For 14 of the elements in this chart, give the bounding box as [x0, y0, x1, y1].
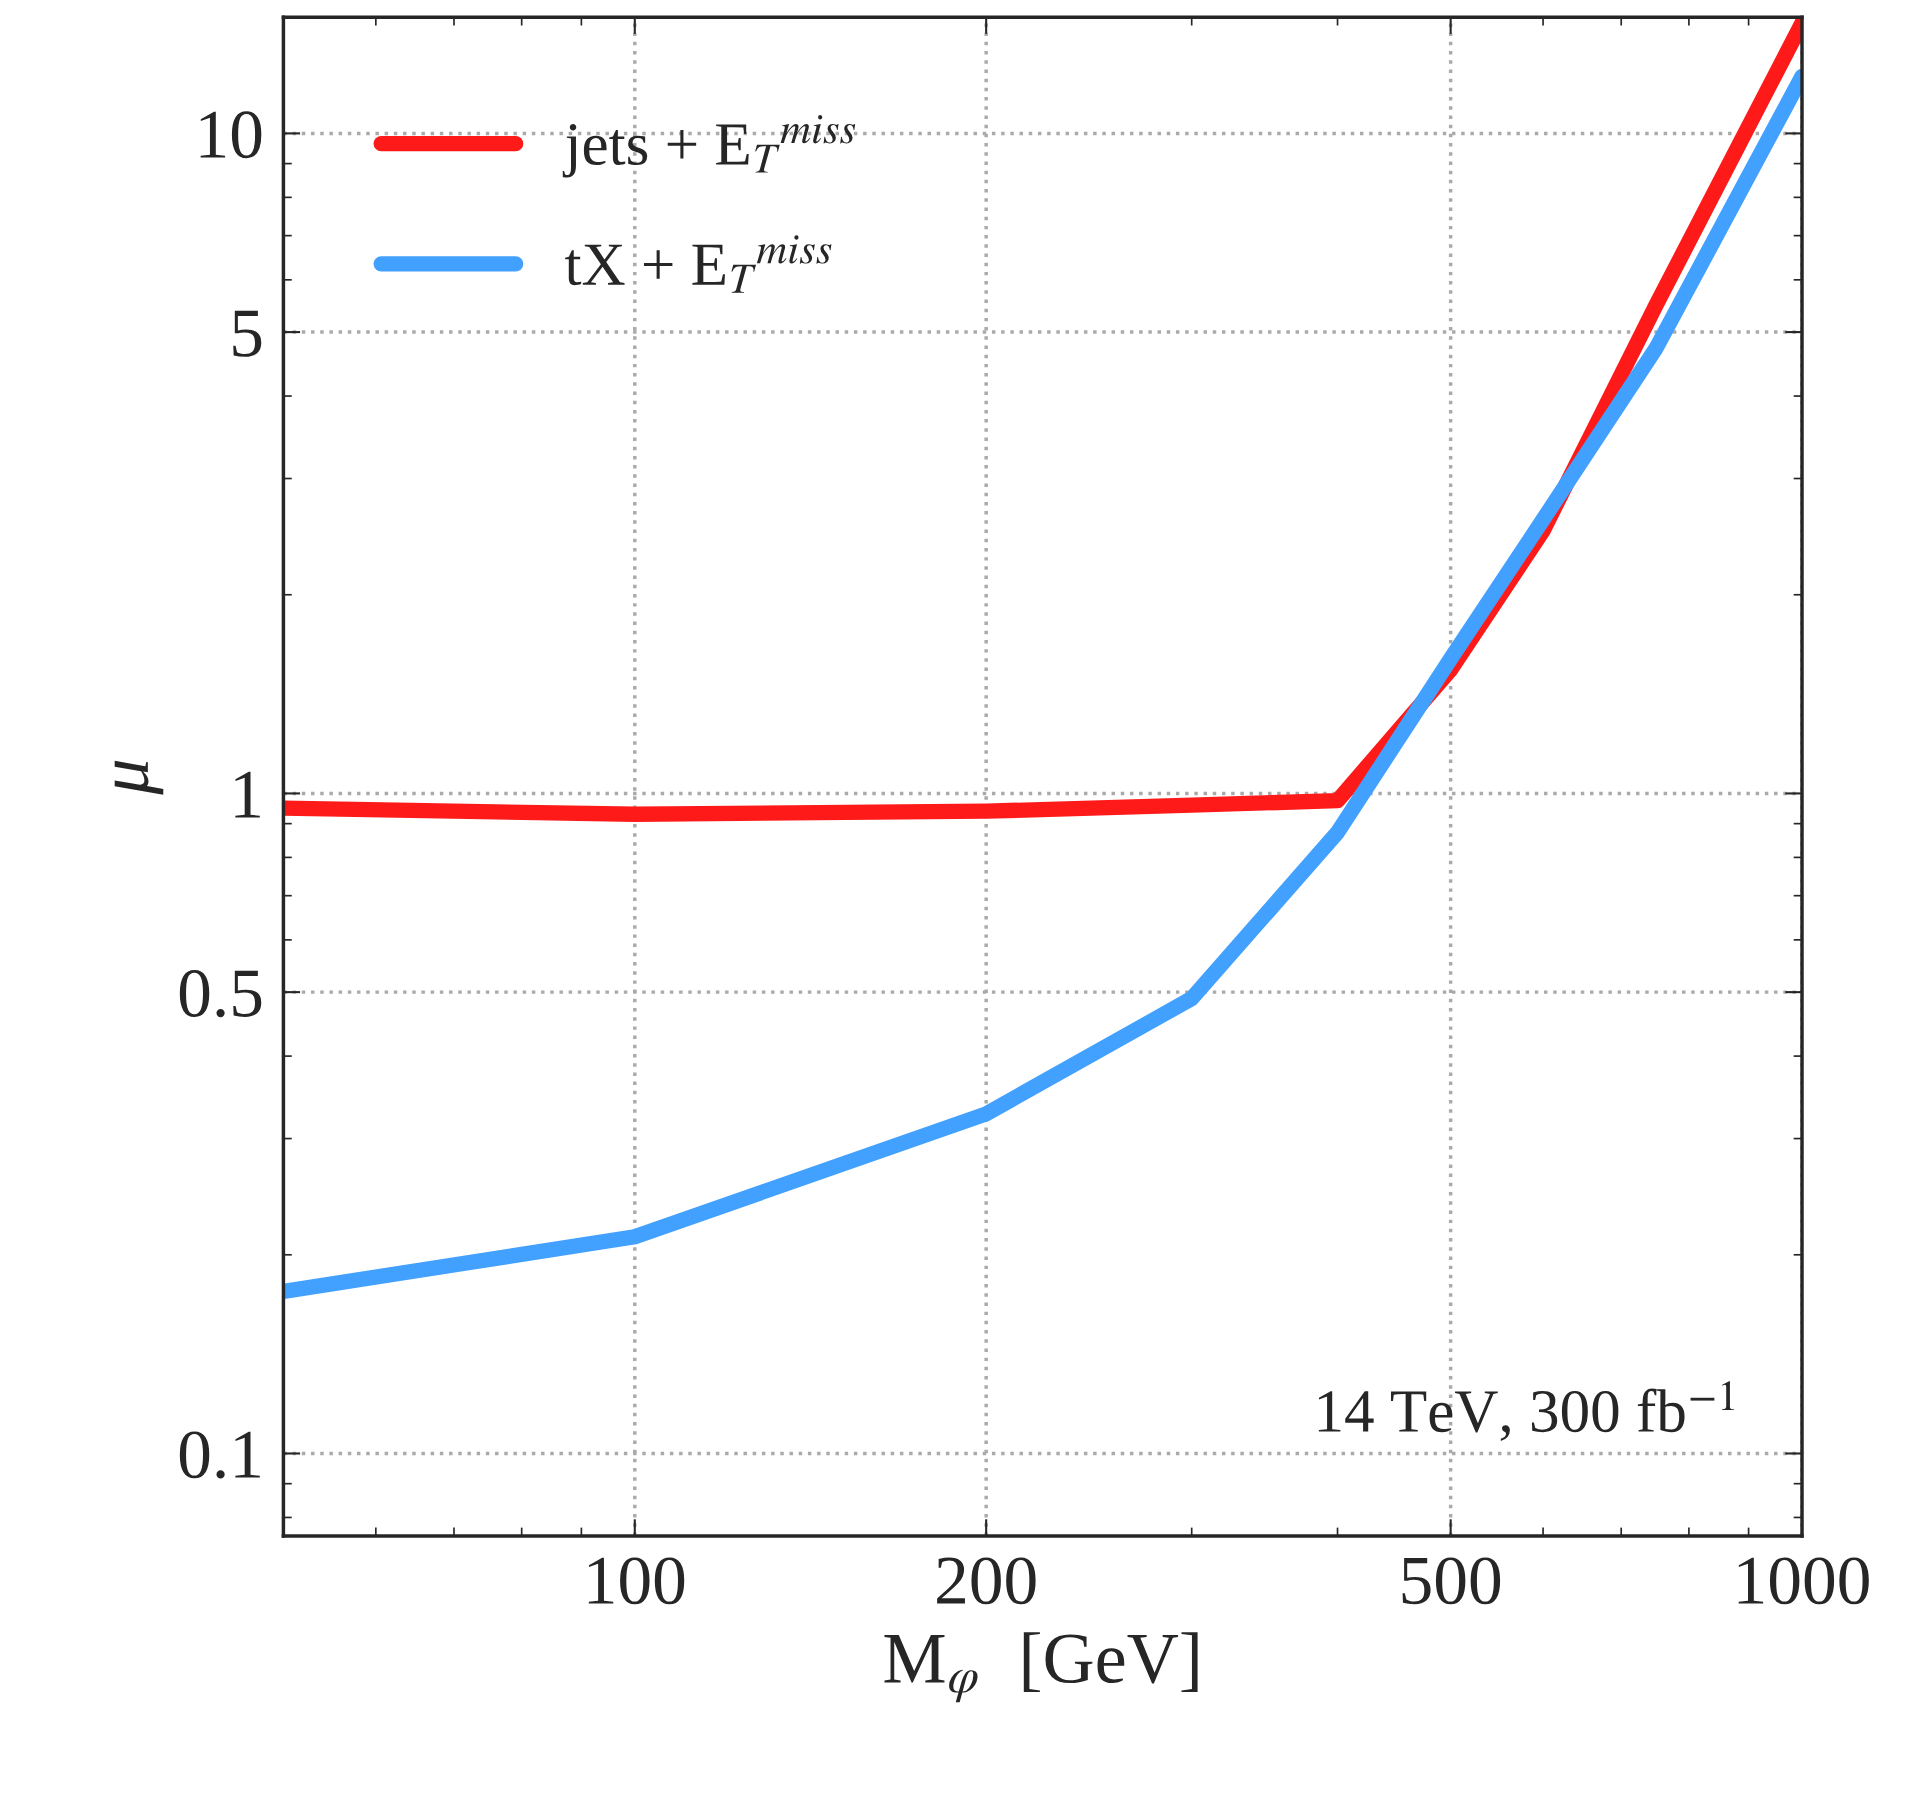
y-tick-label: 0.5 [179, 970, 262, 1018]
y-tick-label: 5 [233, 310, 262, 357]
x-tick-label: 200 [937, 1557, 1036, 1605]
annotation: 14 TeV, 300 fb$^{−1}$ [1318, 1381, 1734, 1441]
legend-label: jets + E$_{T}$$^{miss}$ [562, 114, 856, 178]
y-tick-label: 0.1 [179, 1431, 260, 1479]
y-tick-label: 1 [235, 771, 260, 818]
y-tick-label: 10 [200, 111, 262, 159]
x-axis-title: M$_{φ}$ [GeV] [884, 1632, 1198, 1703]
x-tick-label: 100 [588, 1557, 685, 1605]
x-tick-label: 500 [1402, 1557, 1501, 1605]
legend-label: tX + E$_{T}$$^{miss}$ [565, 235, 832, 293]
x-tick-label: 1000 [1738, 1557, 1869, 1605]
y-axis-title: μ [114, 760, 164, 795]
